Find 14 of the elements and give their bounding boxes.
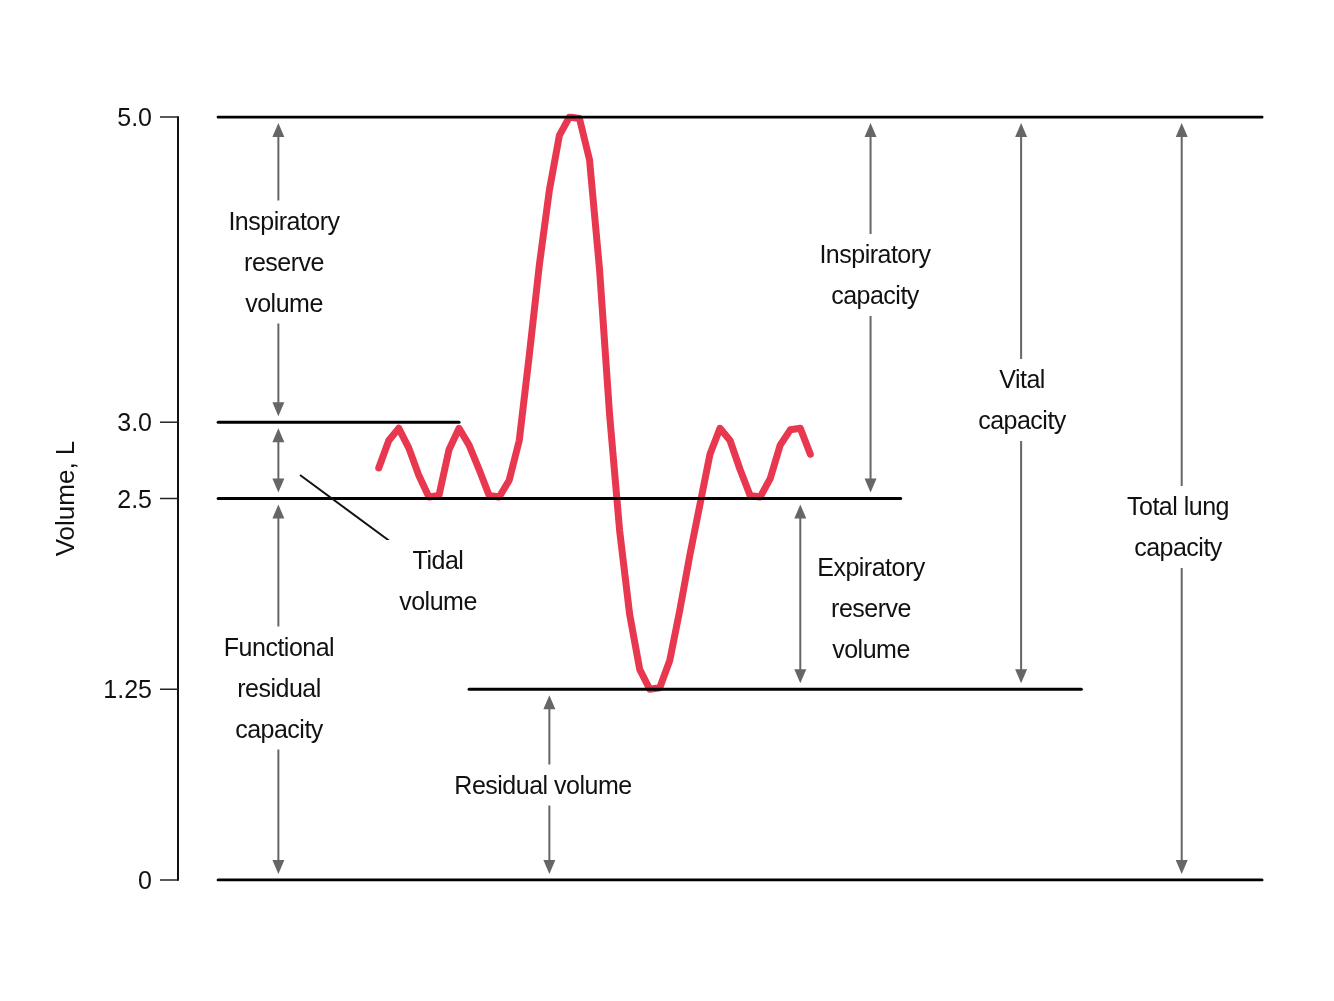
annotation: Vital capacity [962, 359, 1082, 441]
annotation: Inspiratory reserve volume [214, 200, 354, 324]
annotation: Tidal volume [383, 540, 493, 622]
y-tick-label: 0 [138, 866, 152, 894]
y-tick-label: 2.5 [117, 484, 152, 513]
annotation: Residual volume [428, 764, 658, 806]
annotation: Inspiratory capacity [800, 234, 950, 316]
annotation: Total lung capacity [1118, 486, 1238, 568]
y-tick-label: 1.25 [103, 675, 152, 704]
y-tick-label: 5.0 [117, 103, 152, 131]
annotation: Expiratory reserve volume [816, 551, 926, 665]
annotation: Functional residual capacity [209, 626, 349, 750]
y-tick-label: 3.0 [117, 408, 152, 437]
y-axis-title: Volume, L [50, 440, 80, 557]
